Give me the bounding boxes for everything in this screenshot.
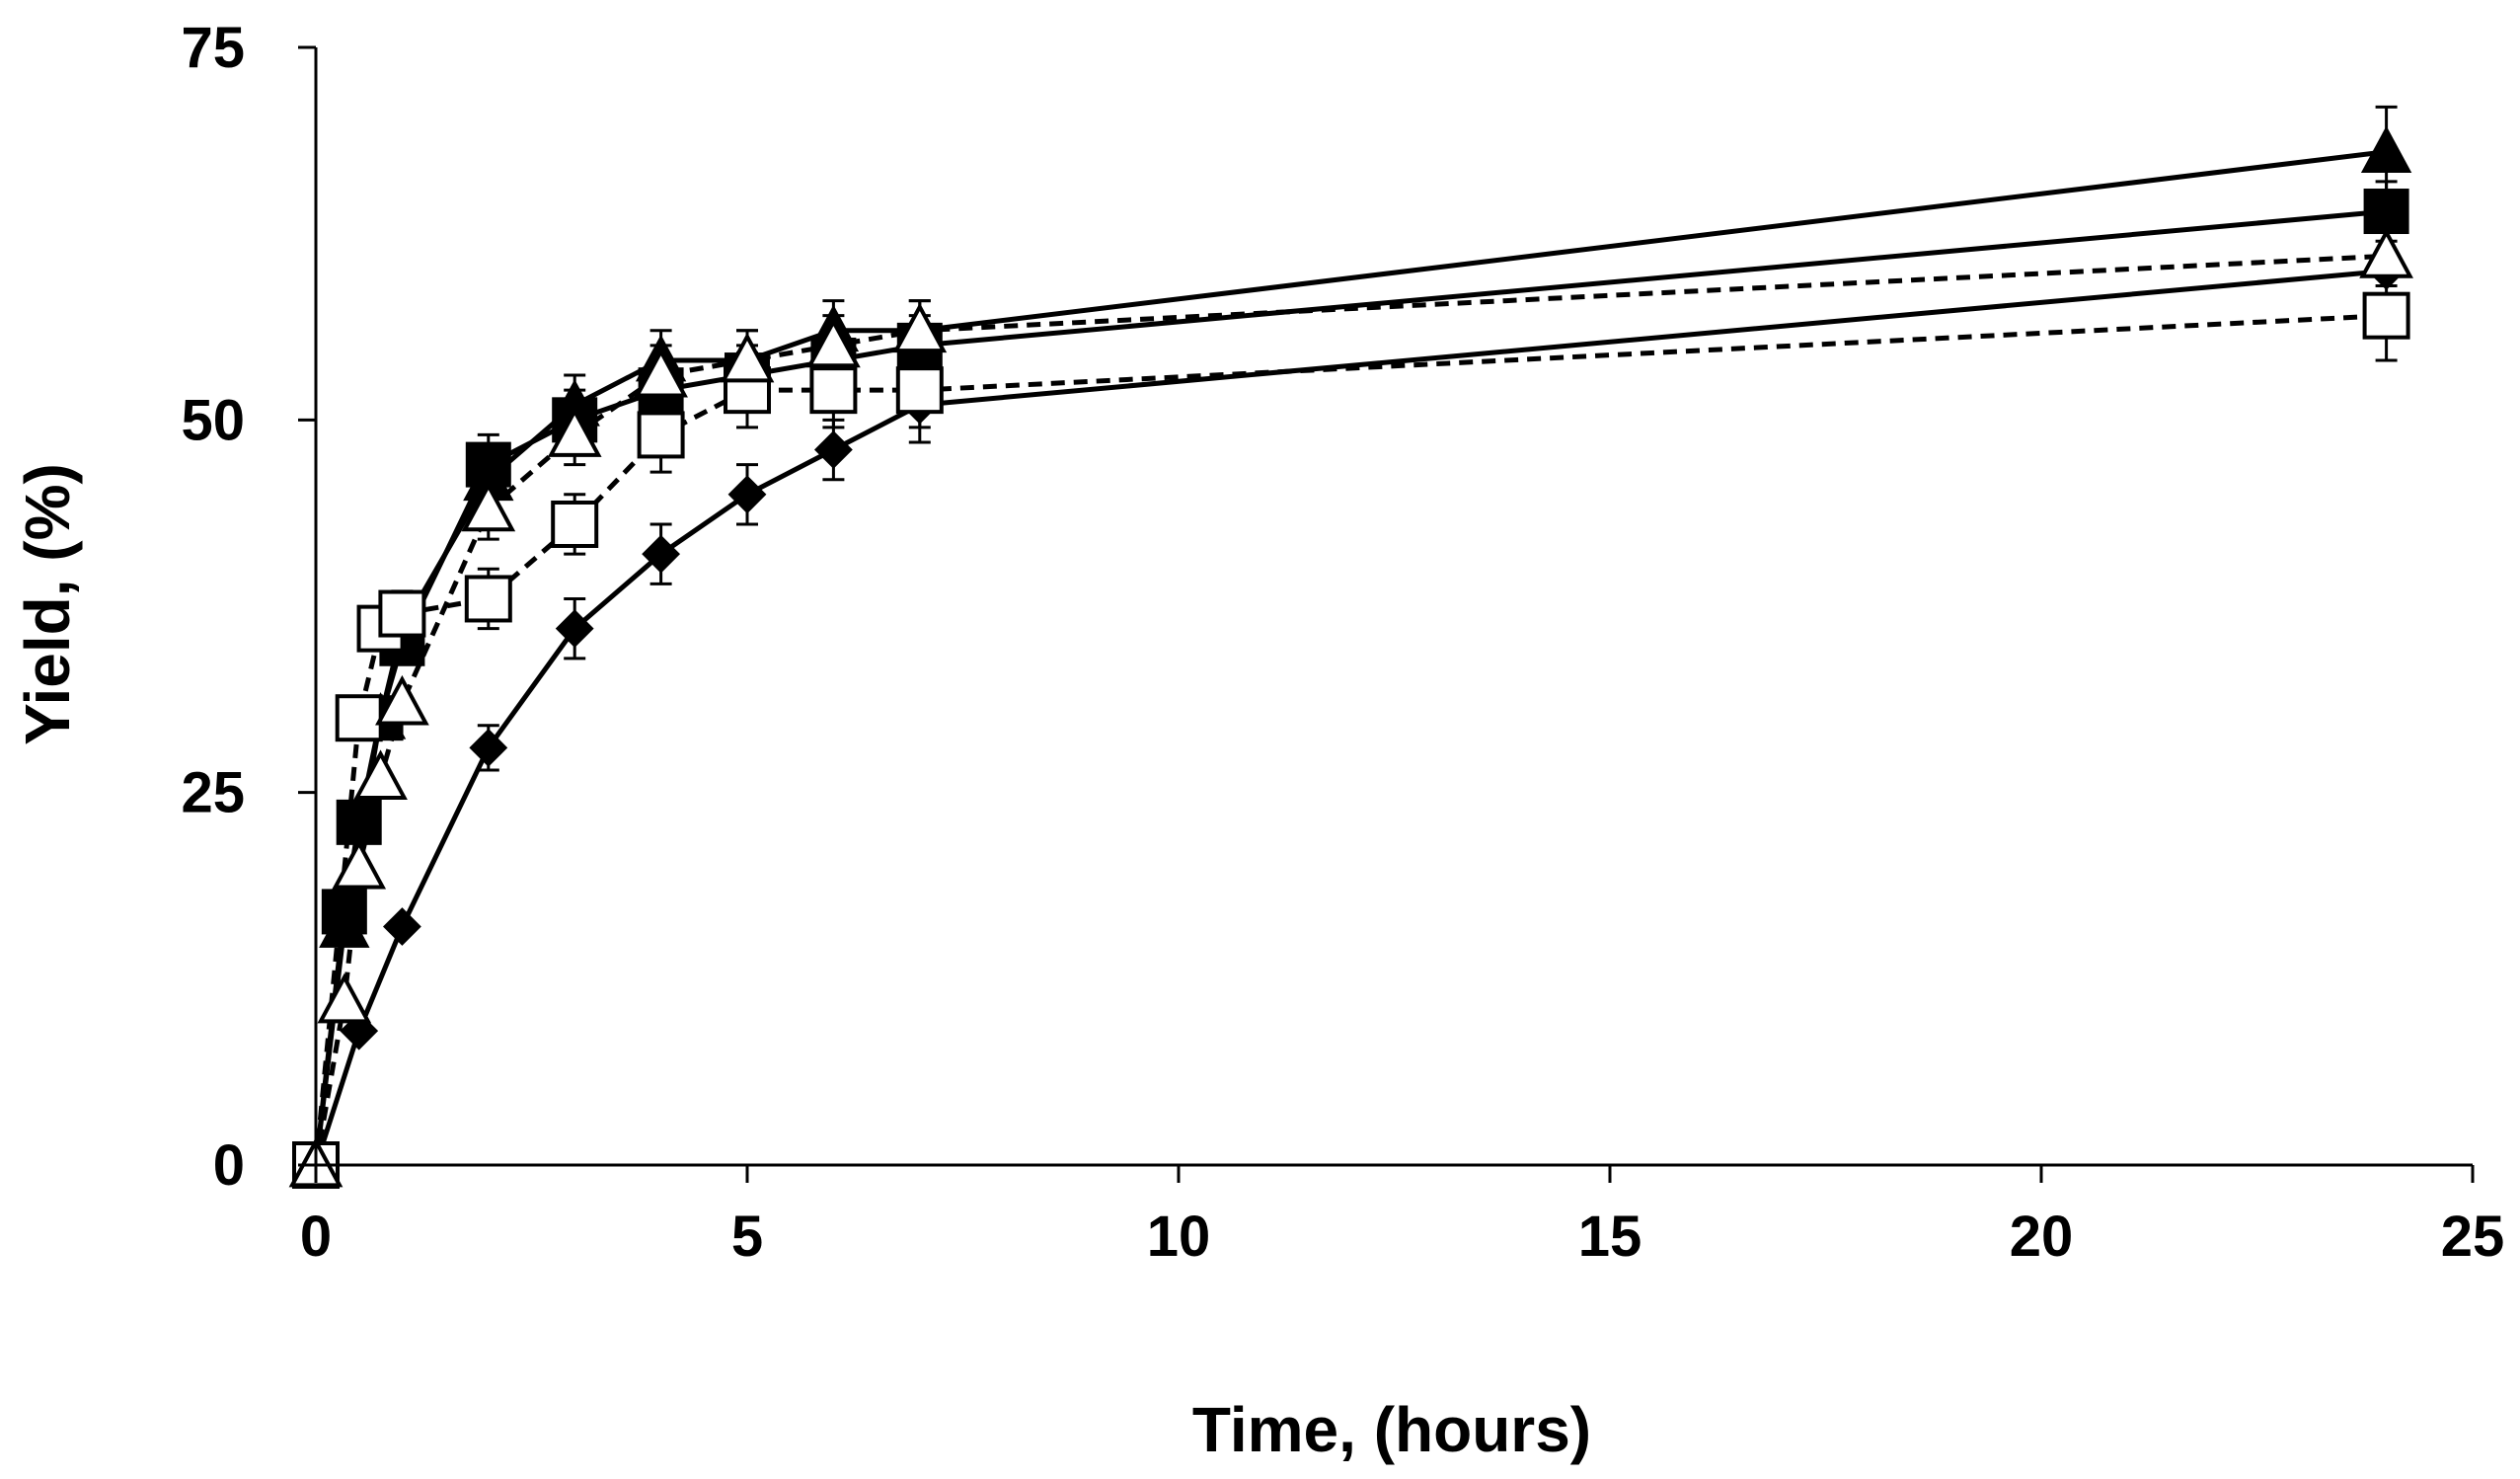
data-point-diamond: [642, 534, 681, 574]
y-tick-label: 75: [181, 16, 245, 80]
x-tick-label: 10: [1147, 1205, 1211, 1269]
data-point-triangle: [2360, 125, 2412, 174]
data-point-square: [2362, 291, 2410, 340]
data-point-square: [637, 411, 685, 459]
data-point-square: [378, 589, 426, 638]
x-tick-label: 20: [2010, 1205, 2074, 1269]
data-point-triangle: [375, 674, 429, 726]
data-point-triangle: [634, 347, 688, 398]
data-point-triangle: [2359, 228, 2413, 278]
y-tick-label: 25: [181, 761, 245, 825]
y-tick-label: 0: [213, 1133, 245, 1198]
data-point-square: [551, 500, 599, 548]
data-point-square: [2363, 189, 2409, 235]
data-point-square: [336, 799, 382, 845]
series-line: [313, 253, 2387, 1166]
data-point-square: [464, 575, 512, 623]
axes: 0 5 10 15 20 25 0 25 50 75: [181, 16, 2504, 1269]
x-axis-title: Time, (hours): [1192, 1394, 1591, 1465]
data-point-square: [895, 366, 944, 415]
data-point-triangle: [461, 481, 516, 532]
series-line: [313, 313, 2387, 1166]
data-point-triangle: [547, 407, 602, 457]
x-tick-label: 5: [731, 1205, 763, 1269]
data-point-triangle: [353, 749, 408, 800]
data-point-triangle: [806, 317, 861, 368]
data-point-square: [809, 366, 858, 415]
data-point-triangle: [319, 900, 370, 948]
data-point-square: [335, 694, 383, 742]
data-point-diamond: [555, 609, 594, 649]
series-line: [313, 268, 2387, 1166]
y-tick-label: 50: [181, 388, 245, 452]
data-point-triangle: [892, 302, 948, 353]
data-point-diamond: [727, 475, 767, 514]
data-point-diamond: [813, 430, 853, 469]
data-point-triangle: [720, 332, 775, 383]
data-point-diamond: [382, 907, 421, 946]
x-tick-label: 15: [1578, 1205, 1642, 1269]
data-point-diamond: [469, 728, 508, 767]
x-tick-label: 0: [300, 1205, 332, 1269]
data-point-triangle: [317, 973, 372, 1024]
data-point-triangle: [332, 838, 387, 890]
y-axis-title: Yield, (%): [12, 463, 83, 745]
series-line: [313, 208, 2387, 1166]
plot-area: [288, 105, 2413, 1189]
x-tick-label: 25: [2441, 1205, 2505, 1269]
